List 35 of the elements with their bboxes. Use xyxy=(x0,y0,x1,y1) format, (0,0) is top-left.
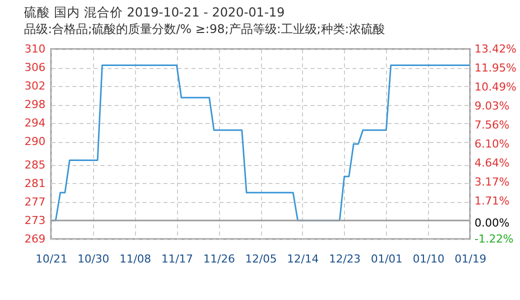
x-tick-label: 10/30 xyxy=(78,252,110,266)
x-tick-label: 11/08 xyxy=(119,252,152,266)
y-tick-label: 310 xyxy=(24,42,46,56)
x-tick-label: 10/21 xyxy=(36,252,68,266)
x-tick-label: 01/10 xyxy=(412,252,444,266)
y2-tick-label: 9.03% xyxy=(474,99,510,112)
x-tick-label: 12/23 xyxy=(328,252,361,266)
y-tick-label: 302 xyxy=(24,80,46,93)
x-tick-label: 01/19 xyxy=(454,252,486,266)
y2-tick-label: 1.71% xyxy=(474,194,510,208)
y2-tick-label: 0.00% xyxy=(474,216,510,230)
y2-tick-label: 3.17% xyxy=(474,176,510,189)
x-tick-label: 01/01 xyxy=(370,252,403,266)
y-tick-label: 269 xyxy=(24,232,46,246)
y2-tick-label: 6.10% xyxy=(474,138,510,150)
y-tick-label: 273 xyxy=(24,214,46,227)
chart-subtitle: 品级:合格品;硫酸的质量分数/% ≥:98;产品等级:工业级;种类:浓硫酸 xyxy=(24,22,385,36)
x-tick-label: 11/26 xyxy=(203,252,235,266)
y-tick-label: 298 xyxy=(24,98,46,112)
y-tick-label: 285 xyxy=(24,158,46,172)
y2-tick-label: 4.64% xyxy=(474,156,510,170)
y2-tick-label: 10.49% xyxy=(474,80,516,94)
y-tick-label: 306 xyxy=(24,61,46,74)
chart-title: 硫酸 国内 混合价 2019-10-21 - 2020-01-19 xyxy=(24,4,285,20)
y-tick-label: 281 xyxy=(24,176,46,190)
y-tick-label: 290 xyxy=(24,135,46,148)
y-tick-label: 277 xyxy=(24,195,46,208)
x-tick-label: 12/05 xyxy=(245,252,277,266)
y2-tick-label: 13.42% xyxy=(474,42,516,56)
y-tick-label: 294 xyxy=(24,116,46,130)
y2-tick-label: -1.22% xyxy=(474,232,514,246)
x-tick-label: 11/17 xyxy=(161,252,194,266)
x-tick-label: 12/14 xyxy=(287,252,319,266)
y2-tick-label: 11.95% xyxy=(474,62,516,75)
y2-tick-label: 7.56% xyxy=(474,118,510,132)
